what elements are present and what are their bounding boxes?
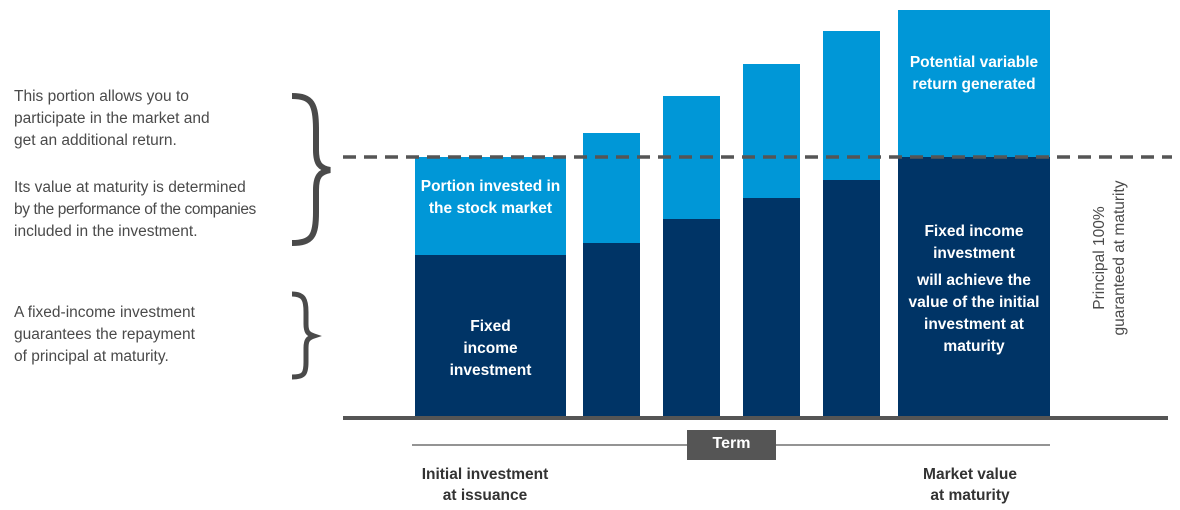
bar-3-stock-market-segment: [663, 96, 720, 219]
end-label-line: at maturity: [930, 487, 1010, 504]
bar-3-fixed-income-segment: [663, 219, 720, 417]
note-market-portion: This portion allows you to participate i…: [14, 86, 210, 152]
note-line: of principal at maturity.: [14, 348, 169, 365]
start-label-line: at issuance: [442, 487, 528, 504]
bar-6-fixed-income-segment: [898, 157, 1050, 417]
note-line: by the performance of the companies: [14, 201, 256, 218]
bar-5-fixed-income-segment: [823, 180, 880, 417]
start-label: Initial investment at issuance: [400, 464, 570, 506]
bar-4-fixed-income-segment: [743, 198, 800, 417]
note-market-value: Its value at maturity is determined by t…: [14, 177, 256, 243]
start-label-line: Initial investment: [421, 466, 549, 483]
brace-upper: [291, 93, 331, 246]
note-line: included in the investment.: [14, 223, 198, 240]
end-label: Market value at maturity: [890, 464, 1050, 506]
note-line: participate in the market and: [14, 110, 210, 127]
label-stock-portion: Portion invested in the stock market: [420, 178, 561, 217]
principal-guarantee-label: Principal 100% guaranteed at maturity: [1090, 180, 1130, 335]
note-line: A fixed-income investment: [14, 304, 195, 321]
label-fixed-income-maturity-title: Fixed income investment: [924, 223, 1024, 262]
note-line: Its value at maturity is determined: [14, 179, 246, 196]
label-fixed-income-initial: Fixed income investment: [449, 318, 532, 379]
principal-line: guaranteed at maturity: [1111, 180, 1128, 336]
bar-5-stock-market-segment: [823, 31, 880, 180]
label-fixed-income-maturity-body: will achieve the value of the initial in…: [908, 272, 1040, 355]
term-badge: Term: [687, 430, 776, 460]
principal-line: Principal 100%: [1091, 206, 1108, 310]
bar-1-fixed-income-segment: [415, 255, 566, 417]
brace-lower: [291, 291, 322, 380]
bar-1-stock-market-segment: [415, 157, 566, 255]
note-line: guarantees the repayment: [14, 326, 195, 343]
bar-2-fixed-income-segment: [583, 243, 640, 417]
bar-6-stock-market-segment: [898, 10, 1050, 157]
note-line: get an additional return.: [14, 132, 177, 149]
bar-4-stock-market-segment: [743, 64, 800, 198]
note-line: This portion allows you to: [14, 88, 189, 105]
bar-2-stock-market-segment: [583, 133, 640, 243]
end-label-line: Market value: [923, 466, 1017, 483]
note-fixed-income: A fixed-income investment guarantees the…: [14, 302, 195, 368]
label-variable-return: Potential variable return generated: [909, 54, 1039, 93]
